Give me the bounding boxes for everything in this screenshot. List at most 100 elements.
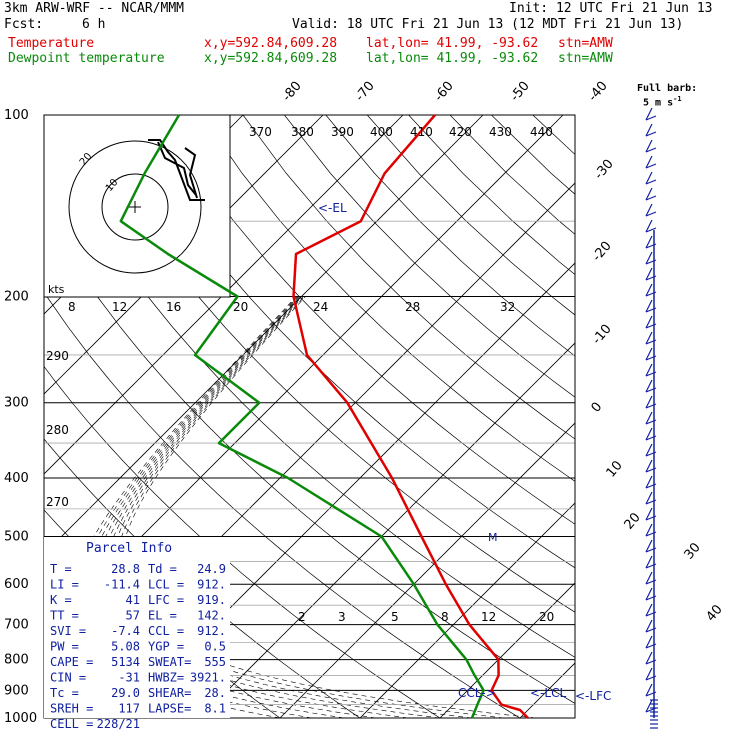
parcel-info-label: SREH = (50, 702, 93, 716)
wind-barb (645, 115, 657, 121)
wind-barb (645, 539, 653, 553)
parcel-info-value: 57 (126, 609, 140, 623)
dry-adiabat (44, 291, 521, 718)
mixing-ratio-label: 16 (166, 300, 181, 314)
dewpoint-stn: stn=AMW (558, 51, 613, 66)
full-barb-value: 5 m s-1 (643, 94, 682, 108)
parcel-info-label: CIN = (50, 671, 86, 685)
wind-barb (645, 131, 657, 137)
parcel-info-value: 29.0 (111, 686, 140, 700)
parcel-info-label: T = (50, 562, 72, 576)
lfc-marker: <-LFC (575, 689, 611, 703)
temperature-top-label: -70 (353, 79, 378, 105)
wind-barb (645, 619, 653, 633)
mixing-ratio-label: 8 (441, 610, 449, 624)
parcel-info-label: PW = (50, 640, 79, 654)
theta-e-label: 280 (46, 423, 69, 437)
theta-e-label: 370 (249, 125, 272, 139)
temperature-side-label: 40 (704, 602, 726, 624)
wind-barb (645, 347, 653, 361)
wind-barb (645, 171, 653, 185)
dry-adiabat (491, 115, 575, 195)
temperature-side-label: -10 (590, 322, 615, 348)
lcl-marker: <-LCL (530, 686, 566, 700)
temperature-side-label: 30 (682, 540, 704, 562)
wind-barb (645, 219, 653, 233)
parcel-info-label: LCL = (148, 578, 184, 592)
parcel-info-value: 912. (197, 624, 226, 638)
isotherm (667, 115, 740, 731)
pressure-label: 800 (4, 653, 29, 668)
el-marker: <-EL (318, 201, 347, 215)
wind-barb (645, 459, 653, 473)
theta-e-label: 270 (46, 495, 69, 509)
parcel-info-label: CELL = (50, 717, 93, 731)
temperature-side-label: 10 (604, 458, 626, 480)
isotherm (0, 115, 3, 731)
model-title: 3km ARW-WRF -- NCAR/MMM (4, 1, 185, 16)
mixing-ratio-label: 12 (112, 300, 127, 314)
parcel-info-label: Td = (148, 562, 177, 576)
full-barb-label: Full barb: (637, 83, 698, 94)
parcel-info-box (44, 537, 230, 718)
hodo-ring (101, 173, 169, 241)
wind-barb (645, 299, 653, 313)
parcel-info-label: SHEAR= (148, 686, 191, 700)
moist-adiabat (102, 296, 441, 718)
dry-adiabat (449, 115, 575, 235)
parcel-info-label: CCL = (148, 624, 184, 638)
parcel-info-value: 41 (126, 593, 140, 607)
temperature-legend: Temperature (8, 36, 95, 51)
isotherm (44, 115, 484, 555)
dry-adiabat (616, 115, 740, 731)
mixing-ratio-label: 2 (298, 610, 306, 624)
theta-e-label: 440 (530, 125, 553, 139)
parcel-info-value: 24.9 (197, 562, 226, 576)
wind-barb (645, 211, 657, 217)
wind-barb (645, 331, 653, 345)
temperature-side-label: -20 (590, 239, 615, 265)
temperature-top-label: -60 (432, 79, 457, 105)
parcel-info-value: 142. (197, 609, 226, 623)
pressure-label: 1000 (4, 711, 37, 726)
wind-barb (645, 571, 653, 585)
pressure-label: 700 (4, 618, 29, 633)
wind-barb (645, 139, 653, 153)
wind-barb (645, 203, 653, 217)
parcel-info-value: -31 (118, 671, 140, 685)
forecast-label: Fcst: (4, 17, 44, 32)
parcel-info-label: LI = (50, 578, 79, 592)
moist-adiabat (114, 296, 505, 718)
pressure-label: 100 (4, 108, 29, 123)
dry-adiabat (657, 115, 740, 731)
parcel-info-title: Parcel Info (86, 541, 172, 556)
full-barb-exponent: -1 (673, 95, 682, 103)
wind-barb (645, 147, 657, 153)
parcel-info-label: LFC = (148, 593, 184, 607)
mixing-ratio-label: 32 (500, 300, 515, 314)
mixing-ratio-label: 20 (539, 610, 554, 624)
m-marker: M (488, 531, 498, 544)
temperature-top-label: -50 (508, 79, 533, 105)
wind-barb (645, 443, 653, 457)
parcel-info-label: Tc = (50, 686, 79, 700)
parcel-info-value: 8.1 (204, 702, 226, 716)
dry-adiabat (44, 213, 575, 704)
isotherm (199, 342, 575, 718)
parcel-info-label: SWEAT= (148, 655, 191, 669)
mixing-ratio-label: 3 (338, 610, 346, 624)
pressure-label: 600 (4, 577, 29, 592)
theta-e-label: 410 (410, 125, 433, 139)
wind-barb (645, 523, 653, 537)
parcel-info-label: HWBZ= (148, 671, 184, 685)
dry-adiabat (408, 115, 575, 275)
parcel-info-value: 228/21 (97, 717, 140, 731)
temperature-side-label: 0 (589, 400, 606, 416)
init-time: Init: 12 UTC Fri 21 Jun 13 (509, 1, 713, 16)
dry-adiabat (532, 115, 575, 155)
mixing-ratio-label: 12 (481, 610, 496, 624)
pressure-label: 300 (4, 396, 29, 411)
